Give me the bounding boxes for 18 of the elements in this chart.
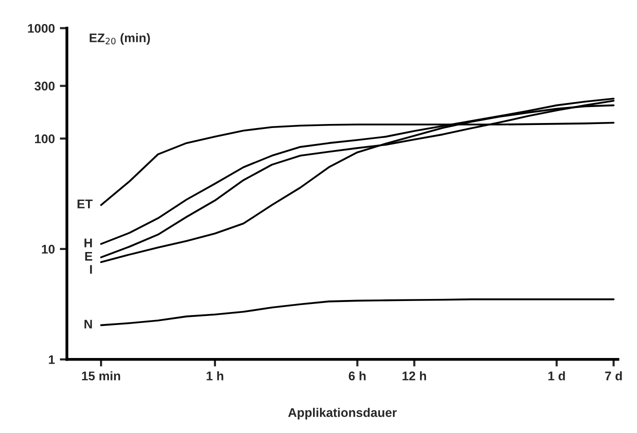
y-tick-label: 1 <box>48 355 55 364</box>
x-tick-label: 6 h <box>348 371 366 380</box>
x-tick-label: 7 d <box>605 371 622 380</box>
y-axis-title: EZ$_{20}$ (min) <box>90 33 150 45</box>
y-tick-label: 10 <box>42 244 55 254</box>
x-tick-label: 1 h <box>206 371 224 380</box>
x-tick-label: 1 d <box>548 371 565 380</box>
y-tick-label: 1000 <box>28 24 55 33</box>
y-tick-label: 300 <box>34 82 55 91</box>
series-label: N <box>84 320 92 328</box>
series-label: I <box>90 265 92 274</box>
x-tick-label: 15 min <box>82 371 120 380</box>
series-label: ET <box>78 200 93 208</box>
y-tick-label: 100 <box>35 134 55 144</box>
x-axis-title: Applikationsdauer <box>288 408 397 420</box>
series-label: E <box>85 252 92 261</box>
x-tick-label: 12 h <box>402 371 426 380</box>
series-label: H <box>84 238 92 248</box>
